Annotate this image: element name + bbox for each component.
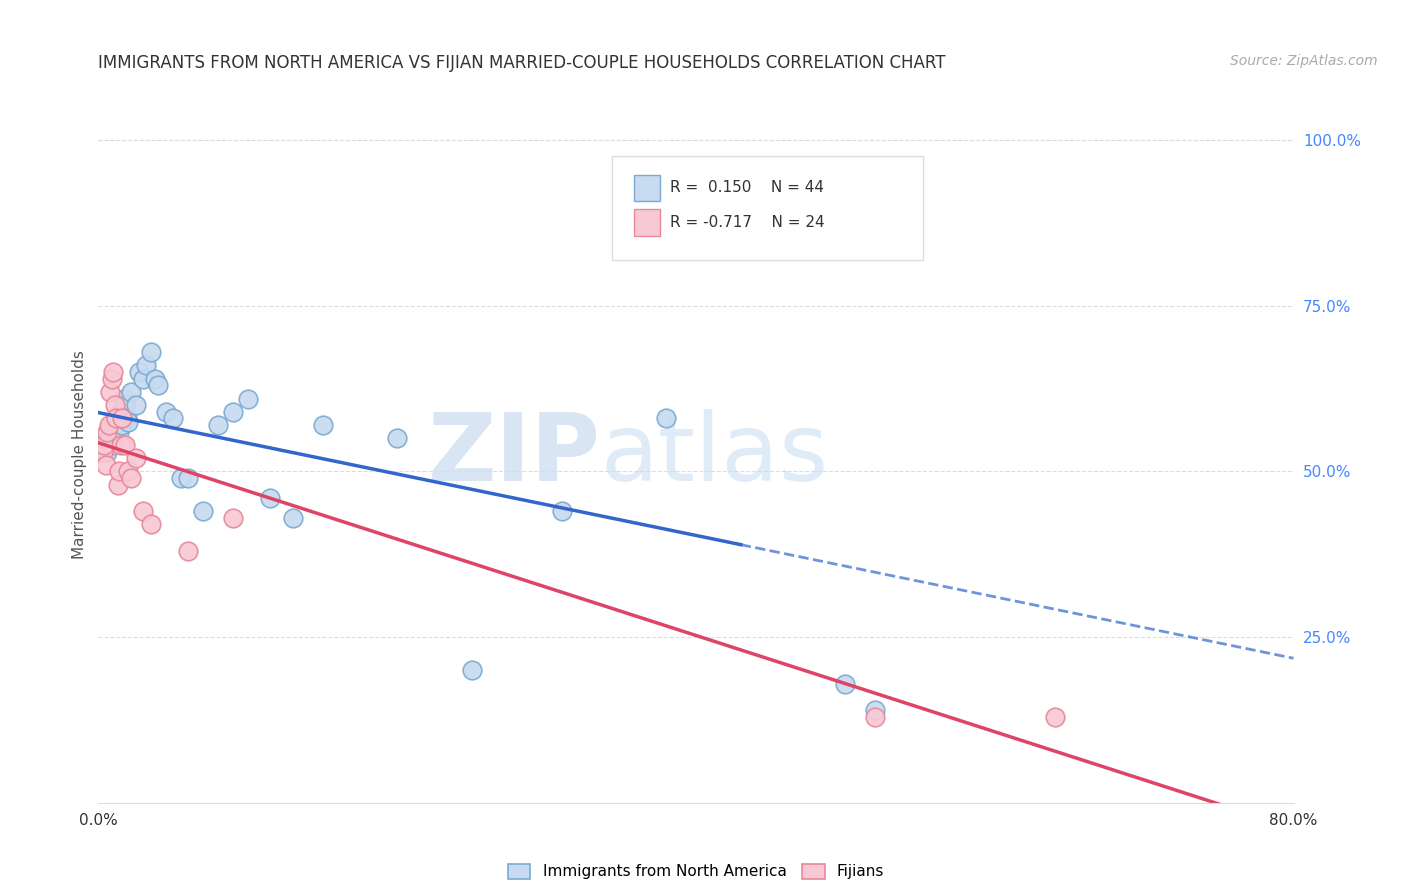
Point — [117, 465, 139, 479]
Point — [259, 491, 281, 505]
Point — [169, 471, 191, 485]
Point — [96, 444, 118, 458]
Point — [101, 372, 124, 386]
Point — [191, 504, 214, 518]
Point — [550, 504, 572, 518]
Point — [1043, 709, 1066, 723]
Text: ZIP: ZIP — [427, 409, 600, 501]
Point — [730, 239, 752, 253]
Point — [865, 703, 887, 717]
Point — [155, 405, 177, 419]
Point — [139, 345, 162, 359]
Point — [207, 418, 229, 433]
Point — [105, 418, 128, 433]
Point — [111, 418, 134, 433]
Text: atlas: atlas — [600, 409, 828, 501]
Point — [91, 444, 114, 458]
Point — [103, 365, 125, 379]
Point — [107, 477, 129, 491]
Point — [128, 365, 150, 379]
Point — [834, 676, 856, 690]
Point — [97, 418, 120, 433]
Point — [93, 438, 115, 452]
Point — [94, 428, 117, 442]
Point — [114, 438, 136, 452]
Point — [91, 442, 114, 456]
Text: IMMIGRANTS FROM NORTH AMERICA VS FIJIAN MARRIED-COUPLE HOUSEHOLDS CORRELATION CH: IMMIGRANTS FROM NORTH AMERICA VS FIJIAN … — [98, 54, 946, 71]
Bar — [634, 210, 661, 235]
Point — [311, 418, 333, 433]
Point — [139, 517, 162, 532]
Point — [107, 411, 129, 425]
Point — [132, 504, 155, 518]
Point — [125, 451, 148, 466]
Legend: Immigrants from North America, Fijians: Immigrants from North America, Fijians — [502, 857, 890, 886]
Point — [96, 425, 118, 439]
Point — [135, 359, 157, 373]
Point — [117, 415, 139, 429]
Point — [236, 392, 259, 406]
Point — [93, 434, 115, 449]
Point — [125, 398, 148, 412]
Point — [177, 471, 200, 485]
Text: R = -0.717    N = 24: R = -0.717 N = 24 — [669, 215, 824, 230]
Point — [101, 438, 124, 452]
Point — [120, 384, 142, 399]
FancyBboxPatch shape — [613, 156, 922, 260]
Point — [385, 431, 409, 445]
Point — [94, 458, 117, 472]
Point — [115, 411, 138, 425]
Point — [105, 411, 128, 425]
Point — [97, 421, 120, 435]
Point — [162, 411, 184, 425]
Point — [177, 544, 200, 558]
Text: R =  0.150    N = 44: R = 0.150 N = 44 — [669, 180, 824, 195]
Point — [148, 378, 170, 392]
Point — [222, 511, 245, 525]
Point — [100, 384, 122, 399]
Point — [143, 372, 166, 386]
Point — [865, 709, 887, 723]
Point — [120, 471, 142, 485]
Point — [108, 465, 131, 479]
Point — [655, 411, 678, 425]
Point — [114, 398, 136, 412]
Point — [100, 431, 122, 445]
Point — [104, 415, 127, 429]
Point — [111, 411, 134, 425]
Point — [110, 438, 132, 452]
Point — [112, 392, 135, 406]
Text: Source: ZipAtlas.com: Source: ZipAtlas.com — [1230, 54, 1378, 68]
Point — [104, 398, 127, 412]
Point — [132, 372, 155, 386]
Point — [222, 405, 245, 419]
Point — [103, 425, 125, 439]
Y-axis label: Married-couple Households: Married-couple Households — [72, 351, 87, 559]
Point — [108, 425, 131, 439]
Point — [110, 405, 132, 419]
Bar — [634, 175, 661, 201]
Point — [461, 663, 484, 677]
Point — [281, 511, 304, 525]
